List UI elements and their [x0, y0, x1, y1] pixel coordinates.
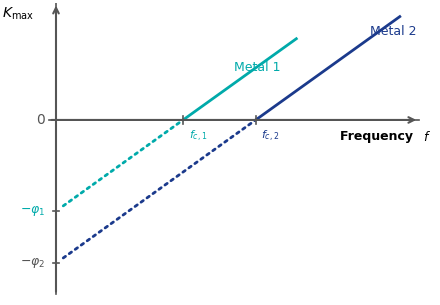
- Text: Metal 1: Metal 1: [234, 61, 280, 74]
- Text: Frequency: Frequency: [340, 130, 417, 143]
- Text: 0: 0: [37, 113, 45, 127]
- Text: $-\varphi_1$: $-\varphi_1$: [20, 204, 45, 218]
- Text: $f_{c,2}$: $f_{c,2}$: [261, 129, 279, 144]
- Text: $\mathbf{\mathit{f}}$: $\mathbf{\mathit{f}}$: [423, 130, 431, 144]
- Text: Metal 2: Metal 2: [370, 25, 417, 38]
- Text: $-\varphi_2$: $-\varphi_2$: [20, 256, 45, 270]
- Text: $f_{c,1}$: $f_{c,1}$: [188, 129, 207, 144]
- Text: $\mathit{K}_\mathrm{max}$: $\mathit{K}_\mathrm{max}$: [2, 5, 34, 22]
